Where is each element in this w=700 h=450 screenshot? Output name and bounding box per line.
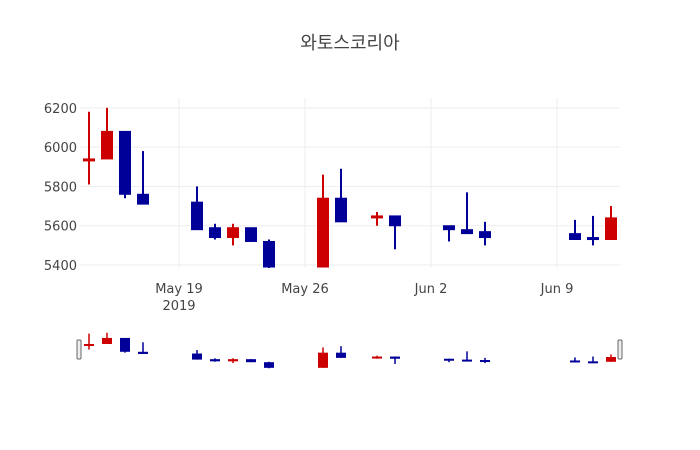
x-tick-label: Jun 2 <box>414 282 448 297</box>
slider-candle <box>336 346 346 358</box>
candle[interactable] <box>209 223 221 240</box>
candles[interactable] <box>83 107 617 269</box>
candle[interactable] <box>443 225 455 242</box>
slider-candle-body <box>210 359 220 362</box>
y-axis: 5400 5600 5800 6000 6200 <box>44 102 77 274</box>
candle-body <box>191 201 203 231</box>
candle-body <box>569 233 581 241</box>
x-tick-label: May 19 <box>155 282 203 297</box>
slider-candle-body <box>120 337 130 352</box>
candle-body <box>209 227 221 239</box>
candle-body <box>101 130 113 160</box>
slider-candle <box>228 358 238 364</box>
slider-candle-body <box>444 358 454 361</box>
x-year-label: 2019 <box>162 299 195 314</box>
slider-candle <box>246 359 256 363</box>
candle-body <box>461 229 473 235</box>
candle-body <box>443 225 455 231</box>
slider-candle <box>318 347 328 368</box>
candle[interactable] <box>263 239 275 269</box>
range-slider-candles <box>84 332 616 369</box>
slider-candle-body <box>102 337 112 344</box>
candle-body <box>119 130 131 195</box>
slider-candle <box>462 351 472 362</box>
slider-candle <box>606 354 616 362</box>
slider-candle <box>372 355 382 359</box>
slider-candle <box>138 342 148 354</box>
candle[interactable] <box>227 223 239 246</box>
y-tick-label: 6000 <box>44 141 77 156</box>
slider-candle-body <box>462 359 472 362</box>
candle-body <box>245 227 257 242</box>
candle[interactable] <box>569 219 581 241</box>
range-slider-background[interactable] <box>80 330 620 371</box>
candle-body <box>317 197 329 268</box>
candle[interactable] <box>119 130 131 199</box>
x-axis: May 19 May 26 Jun 2 Jun 9 <box>155 282 573 297</box>
slider-candle-body <box>336 352 346 358</box>
candle[interactable] <box>605 206 617 241</box>
slider-candle <box>192 350 202 360</box>
slider-candle-body <box>372 356 382 359</box>
slider-candle-body <box>228 359 238 362</box>
slider-candle <box>570 357 580 363</box>
slider-candle-body <box>606 357 616 362</box>
y-tick-label: 5600 <box>44 220 77 235</box>
candle[interactable] <box>101 107 113 160</box>
slider-candle <box>588 356 598 364</box>
candle[interactable] <box>245 227 257 242</box>
slider-candle-body <box>84 344 94 346</box>
candle-body <box>137 193 149 205</box>
candle[interactable] <box>137 151 149 205</box>
slider-candle-body <box>246 359 256 363</box>
slider-candle-body <box>480 360 490 363</box>
candle-body <box>605 217 617 241</box>
y-tick-label: 6200 <box>44 102 77 117</box>
candle-body <box>227 227 239 239</box>
slider-candle <box>444 358 454 363</box>
slider-candle <box>210 358 220 362</box>
slider-candle <box>120 337 130 353</box>
y-tick-label: 5400 <box>44 259 77 274</box>
candle-body <box>335 197 347 223</box>
candle[interactable] <box>371 211 383 226</box>
candle[interactable] <box>335 168 347 223</box>
slider-candle-body <box>138 351 148 354</box>
slider-candle <box>102 332 112 344</box>
range-slider-left-handle[interactable] <box>76 339 82 360</box>
candle[interactable] <box>461 192 473 235</box>
candle[interactable] <box>587 215 599 246</box>
candle-body <box>587 237 599 241</box>
candle-body <box>83 158 95 162</box>
slider-candle <box>480 357 490 364</box>
candle[interactable] <box>479 221 491 246</box>
range-slider-right-handle[interactable] <box>617 339 623 360</box>
candle-body <box>479 231 491 239</box>
x-tick-label: Jun 9 <box>540 282 574 297</box>
slider-candle-body <box>570 360 580 363</box>
gridlines <box>80 98 620 268</box>
range-slider[interactable] <box>76 330 623 371</box>
candle[interactable] <box>83 111 95 185</box>
candle-body <box>371 215 383 219</box>
slider-candle <box>390 356 400 364</box>
candle[interactable] <box>317 174 329 268</box>
chart-title: 와토스코리아 <box>300 33 400 54</box>
candle[interactable] <box>389 215 401 250</box>
candle[interactable] <box>191 186 203 231</box>
candle-body <box>263 240 275 268</box>
slider-candle-body <box>390 356 400 359</box>
slider-candle-body <box>264 362 274 368</box>
y-tick-label: 5800 <box>44 180 77 195</box>
slider-candle-body <box>192 353 202 360</box>
slider-candle-body <box>588 361 598 364</box>
x-tick-label: May 26 <box>281 282 329 297</box>
slider-candle <box>264 361 274 369</box>
slider-candle <box>84 333 94 350</box>
slider-candle-body <box>318 352 328 368</box>
candle-body <box>389 215 401 227</box>
